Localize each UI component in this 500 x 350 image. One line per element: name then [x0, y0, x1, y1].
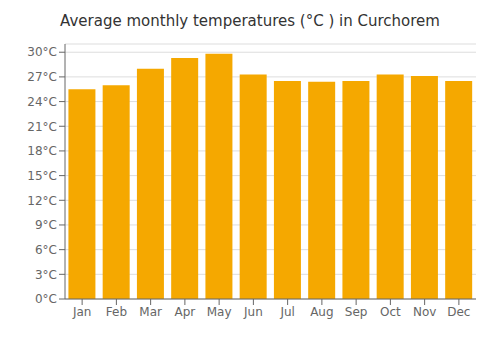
svg-text:6°C: 6°C [35, 243, 57, 257]
svg-text:24°C: 24°C [27, 95, 57, 109]
svg-text:Mar: Mar [139, 305, 162, 319]
svg-text:Dec: Dec [447, 305, 470, 319]
svg-text:30°C: 30°C [27, 45, 57, 59]
svg-text:27°C: 27°C [27, 70, 57, 84]
svg-text:Sep: Sep [345, 305, 368, 319]
svg-text:15°C: 15°C [27, 169, 57, 183]
svg-text:12°C: 12°C [27, 194, 57, 208]
svg-text:0°C: 0°C [35, 292, 57, 306]
svg-text:Jun: Jun [243, 305, 263, 319]
svg-text:Jan: Jan [72, 305, 92, 319]
svg-text:Apr: Apr [174, 305, 195, 319]
svg-text:Oct: Oct [380, 305, 401, 319]
svg-text:Jul: Jul [279, 305, 294, 319]
svg-text:21°C: 21°C [27, 120, 57, 134]
svg-text:May: May [207, 305, 232, 319]
svg-text:18°C: 18°C [27, 144, 57, 158]
svg-text:Aug: Aug [310, 305, 333, 319]
svg-text:Nov: Nov [413, 305, 436, 319]
html-text:Average monthly temperatures (: Average monthly temperatures (°C ) in Cu… [60, 12, 440, 30]
svg-text:9°C: 9°C [35, 218, 57, 232]
svg-text:3°C: 3°C [35, 268, 57, 282]
svg-text:Feb: Feb [106, 305, 127, 319]
